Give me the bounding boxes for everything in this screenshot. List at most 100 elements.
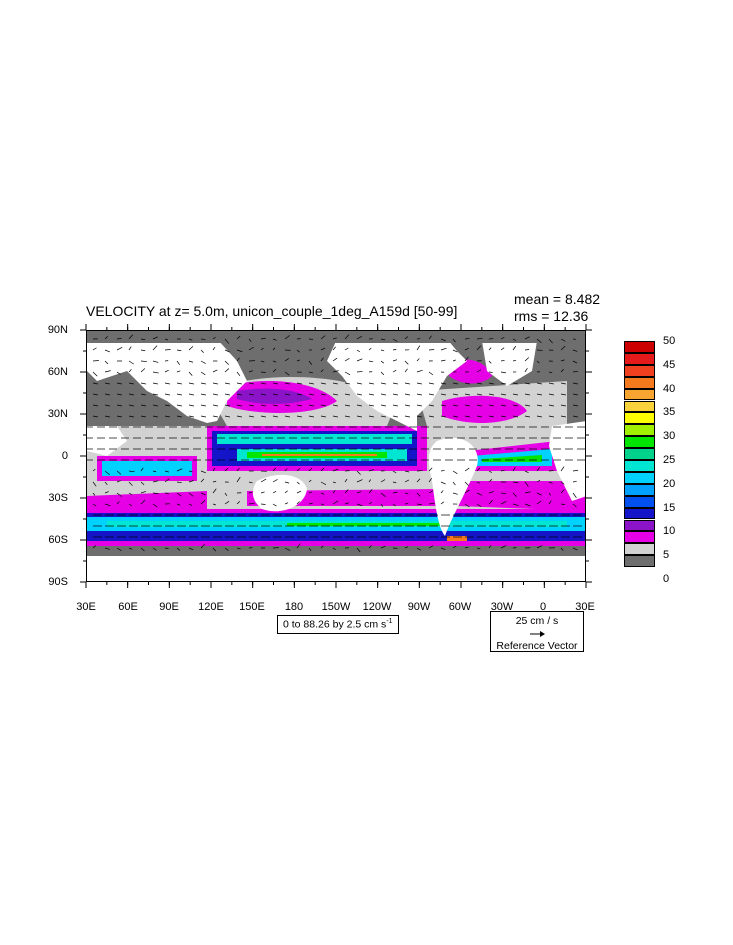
vector-arrow bbox=[560, 368, 564, 373]
vector-arrow bbox=[524, 393, 530, 396]
vector-arrow bbox=[488, 491, 494, 494]
vector-arrow bbox=[128, 547, 133, 550]
vector-arrow bbox=[116, 338, 122, 340]
contour-info: 0 to 88.26 by 2.5 cm s bbox=[283, 618, 387, 631]
vector-arrow bbox=[308, 467, 313, 472]
vector-arrow bbox=[188, 338, 193, 341]
vector-arrow bbox=[104, 336, 108, 340]
vector-arrow bbox=[380, 371, 385, 376]
vector-arrow bbox=[104, 404, 110, 407]
vector-arrow bbox=[296, 382, 302, 385]
vector-arrow bbox=[344, 415, 350, 418]
vector-arrow bbox=[188, 415, 194, 418]
vector-arrow bbox=[536, 338, 542, 344]
vector-arrow bbox=[296, 415, 302, 418]
vector-arrow bbox=[236, 371, 241, 377]
vector-arrow bbox=[392, 369, 397, 373]
vector-arrow bbox=[152, 345, 158, 351]
vector-arrow bbox=[188, 346, 194, 351]
vector-arrow bbox=[488, 415, 494, 418]
vector-arrow bbox=[512, 345, 517, 351]
colorbar-swatch bbox=[624, 400, 655, 413]
vector-arrow bbox=[536, 500, 542, 505]
vector-arrow bbox=[572, 393, 578, 396]
colorbar-swatch bbox=[624, 388, 655, 401]
vector-arrow bbox=[128, 404, 134, 407]
vector-arrow bbox=[476, 369, 482, 373]
vector-arrow bbox=[308, 360, 313, 365]
vector-arrow bbox=[116, 371, 121, 375]
vector-arrow bbox=[284, 490, 288, 494]
vector-arrow bbox=[440, 490, 444, 494]
vector-arrow bbox=[476, 467, 481, 472]
vector-arrow bbox=[452, 470, 458, 474]
vector-arrow bbox=[116, 492, 122, 497]
vector-arrow bbox=[344, 358, 350, 362]
vector-arrow bbox=[560, 466, 565, 472]
vector-arrow bbox=[404, 393, 410, 396]
vector-arrow bbox=[296, 543, 301, 549]
vector-arrow bbox=[428, 349, 435, 351]
vector-arrow bbox=[572, 382, 578, 385]
vector-arrow bbox=[260, 478, 267, 483]
colorbar-swatch bbox=[624, 555, 655, 568]
vector-arrow bbox=[476, 503, 482, 508]
vector-arrow bbox=[104, 382, 110, 385]
vector-arrow bbox=[284, 415, 290, 418]
vector-arrow bbox=[224, 547, 229, 551]
vector-arrow bbox=[260, 337, 266, 340]
vector-arrow bbox=[236, 393, 242, 396]
vector-arrow bbox=[92, 503, 97, 507]
vector-arrow bbox=[440, 470, 445, 472]
vector-arrow bbox=[344, 502, 350, 505]
vector-arrow bbox=[176, 349, 182, 352]
vector-arrow bbox=[440, 347, 447, 351]
vector-arrow bbox=[260, 360, 265, 363]
vector-arrow bbox=[572, 349, 578, 352]
vector-arrow bbox=[500, 382, 506, 385]
vector-arrow bbox=[560, 547, 564, 551]
vector-arrow bbox=[92, 492, 96, 496]
reference-vector-value: 25 cm / s bbox=[515, 615, 559, 627]
contour-info-sup: -1 bbox=[386, 618, 393, 625]
vector-arrow bbox=[440, 382, 446, 385]
vector-arrow bbox=[140, 382, 146, 385]
vector-arrow bbox=[284, 371, 290, 376]
vector-arrow bbox=[164, 393, 170, 396]
colorbar-swatch bbox=[624, 460, 655, 472]
vector-arrow bbox=[368, 415, 374, 418]
vector-arrow bbox=[356, 382, 362, 385]
vector-arrow bbox=[140, 360, 147, 362]
colorbar-label: 45 bbox=[663, 358, 676, 371]
lat-label-30s: 30S bbox=[48, 492, 68, 504]
vector-arrow bbox=[356, 470, 361, 475]
vector-arrow bbox=[320, 335, 326, 340]
vector-arrow bbox=[524, 470, 529, 474]
vector-arrow bbox=[404, 415, 410, 418]
vector-arrow bbox=[224, 468, 229, 472]
vector-arrow bbox=[344, 489, 349, 494]
vector-arrow bbox=[152, 360, 159, 363]
vector-arrow bbox=[188, 492, 194, 497]
vector-arrow bbox=[128, 470, 135, 473]
vector-arrow bbox=[488, 371, 493, 373]
vector-arrow bbox=[260, 382, 266, 385]
vector-arrow bbox=[320, 545, 324, 549]
vector-arrow bbox=[92, 545, 97, 549]
vector-arrow bbox=[416, 382, 422, 385]
vector-arrow bbox=[344, 382, 350, 385]
vector-arrow bbox=[188, 470, 193, 472]
vector-arrow bbox=[116, 470, 122, 475]
vector-arrow bbox=[164, 415, 170, 418]
vector-arrow bbox=[524, 481, 529, 487]
vector-arrow bbox=[512, 393, 518, 396]
vector-arrow bbox=[356, 349, 361, 353]
vector-arrow bbox=[440, 481, 446, 485]
vector-arrow bbox=[200, 393, 206, 396]
vector-arrow bbox=[164, 369, 169, 373]
rms-stat: rms = 12.36 bbox=[514, 308, 589, 324]
vector-arrow bbox=[524, 404, 530, 407]
vector-arrow bbox=[104, 547, 111, 550]
vector-arrow bbox=[548, 481, 553, 484]
vector-arrow bbox=[152, 415, 158, 418]
